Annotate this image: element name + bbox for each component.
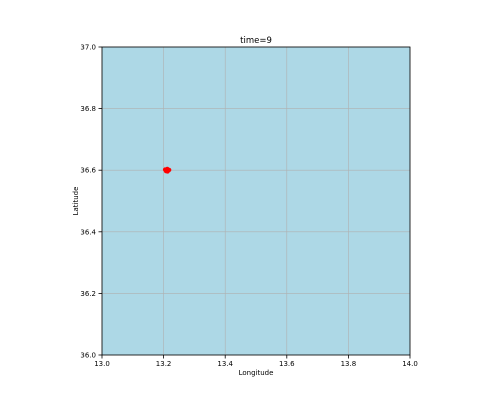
plot-background [102,47,410,355]
data-point [165,169,170,174]
y-tick-label: 36.8 [80,105,96,113]
x-tick-label: 13.8 [341,360,357,368]
x-tick-label: 13.6 [279,360,295,368]
y-tick-label: 37.0 [80,44,96,52]
x-tick-label: 13.0 [94,360,110,368]
y-axis-label: Latitude [72,187,80,216]
x-tick-label: 13.4 [217,360,233,368]
x-axis-label: Longitude [239,369,274,377]
y-tick-label: 36.4 [80,228,96,236]
chart-title: time=9 [240,36,272,46]
x-tick-label: 14.0 [402,360,418,368]
y-tick-label: 36.0 [80,352,96,360]
plot-frame [101,46,411,356]
data-points [162,166,172,174]
x-tick-label: 13.2 [156,360,172,368]
y-tick-label: 36.6 [80,167,96,175]
axis-ticks: 13.0 13.2 13.4 13.6 13.8 14.0 36.0 36.2 36.4 36.6… [80,44,417,369]
y-tick-label: 36.2 [80,290,96,298]
